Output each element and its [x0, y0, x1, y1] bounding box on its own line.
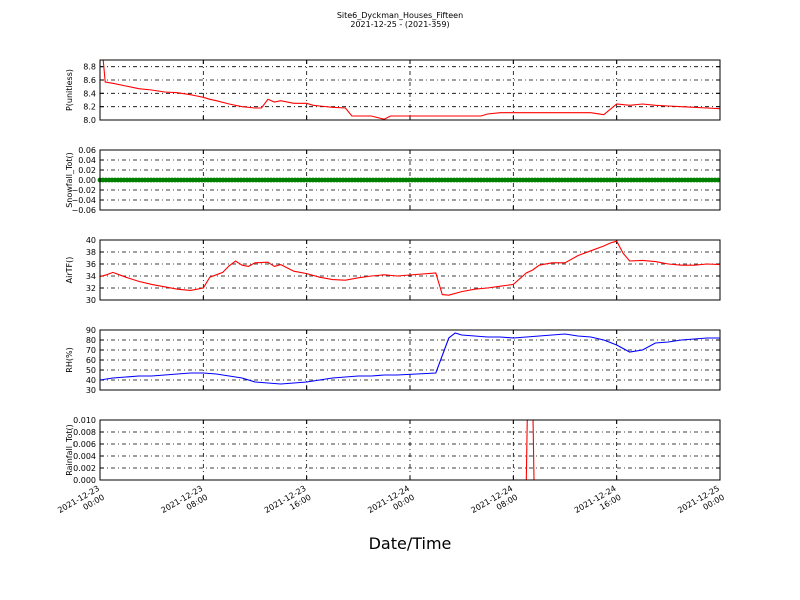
y-axis-label: RH(%) [65, 347, 74, 372]
y-tick-label: 70 [86, 346, 96, 355]
y-tick-label: 0.00 [78, 176, 96, 185]
panel-3: 30 32 34 36 38 40 AirTF() [65, 236, 721, 305]
panel-5: 0.000 0.002 0.004 0.006 0.008 0.010Rainfall_T… [65, 416, 721, 485]
y-tick-label: 0.002 [73, 464, 96, 473]
y-tick-label: −0.02 [71, 186, 96, 195]
series-line [100, 60, 720, 120]
series-point [715, 177, 721, 183]
y-axis-label: Snowfall_Tot() [65, 152, 74, 208]
y-tick-label: 0.000 [73, 476, 96, 485]
y-tick-label: 36 [86, 260, 96, 269]
y-axis-label: AirTF() [65, 257, 74, 284]
x-tick-label: 2021-12-2408:00 [470, 484, 520, 524]
series-line [100, 332, 720, 385]
y-tick-label: 0.06 [78, 146, 96, 155]
y-tick-label: 90 [86, 326, 96, 335]
y-tick-label: 32 [86, 284, 96, 293]
y-tick-label: 40 [86, 376, 96, 385]
x-tick-label: 2021-12-2400:00 [366, 484, 416, 524]
chart-title: Site6_Dyckman_Houses_Fifteen [336, 11, 464, 20]
y-tick-label: 0.02 [78, 166, 96, 175]
y-tick-label: 38 [86, 248, 96, 257]
series-line [100, 240, 720, 296]
x-axis-label: Date/Time [368, 534, 452, 553]
y-tick-label: 40 [86, 236, 96, 245]
x-tick-label: 2021-12-2500:00 [676, 484, 726, 524]
y-tick-label: 0.010 [73, 416, 96, 425]
y-tick-label: 30 [86, 296, 96, 305]
y-tick-label: 0.006 [73, 440, 96, 449]
y-tick-label: 34 [86, 272, 96, 281]
y-tick-label: 8.6 [83, 76, 96, 85]
y-tick-label: 0.008 [73, 428, 96, 437]
y-tick-label: 0.004 [73, 452, 96, 461]
y-tick-label: 0.04 [78, 156, 96, 165]
y-tick-label: 30 [86, 386, 96, 395]
panel-frame [99, 419, 721, 481]
panel-frame [99, 149, 721, 211]
y-tick-label: 8.0 [83, 116, 96, 125]
x-tick-label: 2021-12-2316:00 [263, 484, 313, 524]
y-tick-label: 60 [86, 356, 96, 365]
x-tick-label: 2021-12-2416:00 [573, 484, 623, 524]
panel-frame [99, 239, 721, 301]
panel-2: 0.060.040.020.00−0.02−0.04−0.06Snowfall_… [65, 146, 721, 215]
y-tick-label: −0.04 [71, 196, 96, 205]
y-axis-label: P(unitless) [65, 69, 74, 111]
y-tick-label: −0.06 [71, 206, 96, 215]
y-axis-label: Rainfall_Tot() [65, 424, 74, 476]
y-tick-label: 8.2 [83, 103, 96, 112]
panel-1: 8.0 8.2 8.4 8.6 8.8 P(unitless) [65, 59, 721, 125]
panel-frame [99, 329, 721, 391]
y-tick-label: 8.4 [83, 89, 96, 98]
y-tick-label: 8.8 [83, 63, 96, 72]
y-tick-label: 80 [86, 336, 96, 345]
panel-frame [99, 59, 721, 121]
chart-subtitle: 2021-12-25 - (2021-359) [350, 20, 450, 29]
y-tick-label: 50 [86, 366, 96, 375]
x-tick-label: 2021-12-2308:00 [160, 484, 210, 524]
x-tick-label: 2021-12-2300:00 [56, 484, 106, 524]
